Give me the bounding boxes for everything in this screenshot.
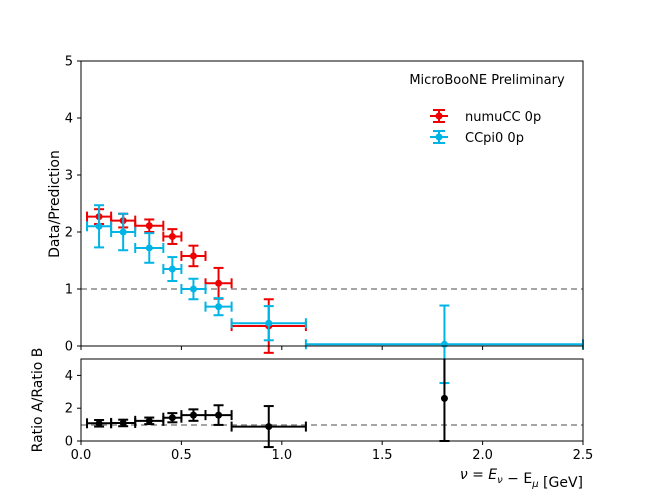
legend: numuCC 0p CCpi0 0p — [430, 109, 541, 146]
main-y-ticks: 0 1 2 3 4 5 — [65, 55, 81, 355]
x-axis-label-part: ν = E — [460, 467, 497, 483]
main-series-1-point-5 — [204, 297, 233, 317]
x-ticks: 0.0 0.5 1.0 1.5 2.0 2.5 — [71, 441, 594, 463]
main-series-1-point-2 — [134, 232, 165, 264]
ratio-marker — [189, 411, 197, 419]
main-y-tick-label: 3 — [65, 169, 73, 184]
ratio-marker — [215, 411, 223, 419]
ratio-y-tick-label: 2 — [65, 402, 73, 417]
main-marker — [95, 222, 103, 230]
x-axis-label: ν = Eν − Eμ [GeV] — [460, 467, 583, 491]
x-tick-label: 0.5 — [171, 448, 192, 463]
x-axis-label-part: [GeV] — [539, 475, 583, 491]
ratio-series-0-point-6 — [230, 405, 307, 449]
main-axes-frame — [80, 60, 584, 347]
main-marker — [215, 279, 223, 287]
legend-entry-ccpi0-0p: CCpi0 0p — [430, 130, 524, 146]
ratio-y-axis-label: Ratio A/Ratio B — [30, 348, 46, 453]
ratio-marker — [95, 419, 103, 427]
ratio-marker — [440, 394, 448, 402]
main-series-1-point-1 — [110, 212, 137, 252]
main-marker — [189, 252, 197, 260]
main-marker — [168, 233, 176, 241]
ratio-series-0-point-5 — [204, 404, 233, 426]
legend-label-numucc-0p: numuCC 0p — [465, 110, 541, 125]
ratio-y-ticks: 0 2 4 — [65, 369, 81, 450]
main-marker — [215, 303, 223, 311]
ratio-marker — [145, 417, 153, 425]
main-marker — [145, 244, 153, 252]
ratio-marker — [119, 419, 127, 427]
x-tick-label: 2.5 — [573, 448, 594, 463]
legend-entry-numucc-0p: numuCC 0p — [430, 109, 541, 125]
main-series-1-point-4 — [180, 277, 207, 301]
ratio-plot-marks — [86, 359, 450, 449]
main-y-tick-label: 4 — [65, 112, 73, 127]
main-series-1-point-0 — [86, 204, 113, 249]
ratio-y-tick-label: 4 — [65, 369, 73, 384]
x-tick-label: 0.0 — [71, 448, 92, 463]
main-marker — [189, 285, 197, 293]
ratio-series-0-point-2 — [134, 415, 165, 426]
ratio-panel: 0 2 4 0.0 0.5 1.0 1.5 2.0 2.5 Ratio A/Ratio B ν… — [30, 348, 593, 491]
main-y-tick-label: 2 — [65, 226, 73, 241]
main-y-tick-label: 1 — [65, 283, 73, 298]
main-y-tick-label: 0 — [65, 340, 73, 355]
main-plot-marks — [86, 204, 584, 385]
main-marker — [265, 319, 273, 327]
main-y-tick-label: 5 — [65, 55, 73, 70]
main-panel: 0 1 2 3 4 5 Data/Prediction MicroBooNE Prelim… — [47, 55, 584, 385]
x-axis-label-part: − E — [503, 471, 532, 487]
x-tick-label: 2.0 — [472, 448, 493, 463]
main-marker — [440, 340, 448, 348]
main-y-axis-label: Data/Prediction — [47, 150, 63, 258]
main-marker — [168, 265, 176, 273]
preliminary-annotation: MicroBooNE Preliminary — [409, 73, 565, 88]
main-x-tick-marks — [80, 346, 584, 350]
ratio-marker — [265, 423, 273, 431]
x-axis-label-subscript: ν — [497, 475, 503, 486]
ratio-axes-frame — [80, 358, 584, 442]
ratio-series-0-point-3 — [162, 412, 183, 424]
ratio-y-tick-label: 0 — [65, 435, 73, 450]
x-axis-label-subscript: μ — [531, 479, 538, 490]
main-series-0-point-2 — [134, 218, 165, 233]
x-tick-label: 1.5 — [372, 448, 393, 463]
legend-label-ccpi0-0p: CCpi0 0p — [465, 131, 524, 146]
main-series-1-point-6 — [230, 305, 307, 342]
x-tick-label: 1.0 — [271, 448, 292, 463]
main-marker — [145, 222, 153, 230]
main-marker — [119, 228, 127, 236]
ratio-marker — [168, 414, 176, 422]
main-series-1-point-3 — [162, 256, 183, 283]
ratio-series-0-point-4 — [180, 408, 207, 422]
main-series-0-point-4 — [180, 244, 207, 268]
main-series-0-point-3 — [162, 228, 183, 245]
